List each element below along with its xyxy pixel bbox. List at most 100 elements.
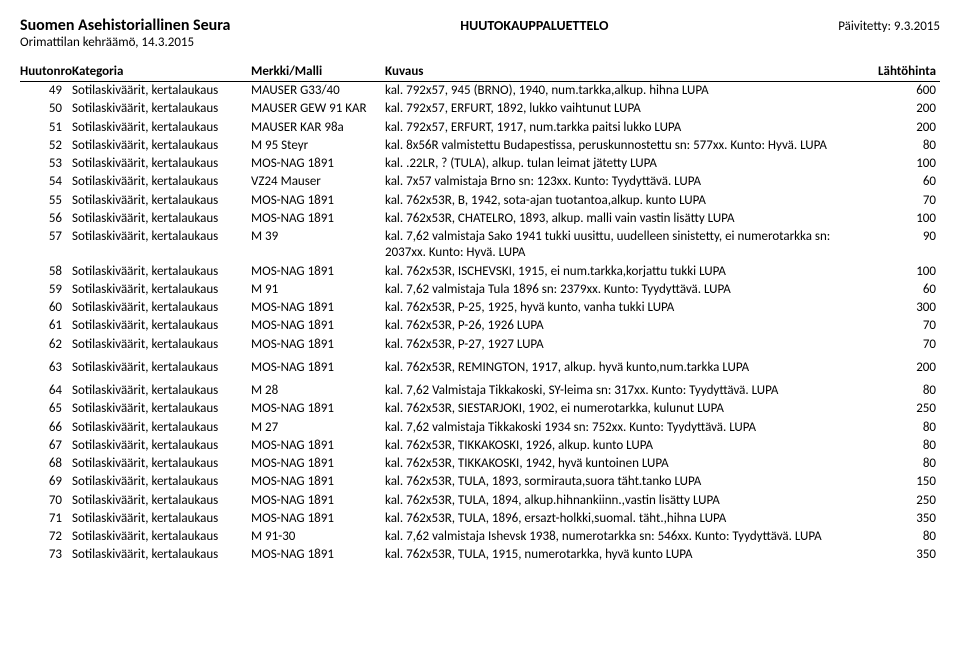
cell-kategoria: Sotilaskiväärit, kertalaukaus: [72, 419, 251, 437]
table-row: 64Sotilaskiväärit, kertalaukausM 28kal. …: [20, 377, 940, 400]
cell-hinta: 80: [876, 455, 940, 473]
cell-hinta: 80: [876, 137, 940, 155]
col-header-kuvaus: Kuvaus: [385, 62, 876, 82]
cell-kuvaus: kal. 762x53R, P-26, 1926 LUPA: [385, 317, 876, 335]
org-name: Suomen Asehistoriallinen Seura: [20, 16, 230, 35]
table-row: 51Sotilaskiväärit, kertalaukausMAUSER KA…: [20, 119, 940, 137]
cell-nro: 61: [20, 317, 72, 335]
cell-kuvaus: kal. 762x53R, B, 1942, sota-ajan tuotant…: [385, 192, 876, 210]
cell-kuvaus: kal. 762x53R, TULA, 1896, ersazt-holkki,…: [385, 510, 876, 528]
cell-merkki: MOS-NAG 1891: [251, 210, 385, 228]
cell-kategoria: Sotilaskiväärit, kertalaukaus: [72, 317, 251, 335]
cell-kategoria: Sotilaskiväärit, kertalaukaus: [72, 455, 251, 473]
cell-nro: 49: [20, 82, 72, 101]
cell-hinta: 70: [876, 336, 940, 354]
cell-merkki: MOS-NAG 1891: [251, 455, 385, 473]
cell-hinta: 200: [876, 100, 940, 118]
cell-nro: 59: [20, 281, 72, 299]
cell-merkki: M 91: [251, 281, 385, 299]
cell-hinta: 200: [876, 119, 940, 137]
cell-hinta: 200: [876, 354, 940, 377]
cell-kuvaus: kal. 762x53R, TULA, 1894, alkup.hihnanki…: [385, 492, 876, 510]
cell-merkki: MOS-NAG 1891: [251, 192, 385, 210]
cell-hinta: 60: [876, 281, 940, 299]
cell-nro: 68: [20, 455, 72, 473]
cell-nro: 69: [20, 473, 72, 491]
cell-kuvaus: kal. 792x57, ERFURT, 1917, num.tarkka pa…: [385, 119, 876, 137]
table-row: 54Sotilaskiväärit, kertalaukausVZ24 Maus…: [20, 173, 940, 191]
cell-merkki: M 91-30: [251, 528, 385, 546]
cell-kuvaus: kal. 7,62 valmistaja Ishevsk 1938, numer…: [385, 528, 876, 546]
table-row: 68Sotilaskiväärit, kertalaukausMOS-NAG 1…: [20, 455, 940, 473]
cell-nro: 57: [20, 228, 72, 263]
cell-hinta: 100: [876, 263, 940, 281]
cell-kategoria: Sotilaskiväärit, kertalaukaus: [72, 377, 251, 400]
table-row: 53Sotilaskiväärit, kertalaukausMOS-NAG 1…: [20, 155, 940, 173]
cell-nro: 58: [20, 263, 72, 281]
cell-nro: 63: [20, 354, 72, 377]
cell-kategoria: Sotilaskiväärit, kertalaukaus: [72, 82, 251, 101]
cell-kategoria: Sotilaskiväärit, kertalaukaus: [72, 228, 251, 263]
cell-kategoria: Sotilaskiväärit, kertalaukaus: [72, 473, 251, 491]
table-row: 69Sotilaskiväärit, kertalaukausMOS-NAG 1…: [20, 473, 940, 491]
table-row: 67Sotilaskiväärit, kertalaukausMOS-NAG 1…: [20, 437, 940, 455]
cell-nro: 56: [20, 210, 72, 228]
cell-hinta: 350: [876, 546, 940, 564]
auction-table: Huutonro Kategoria Merkki/Malli Kuvaus L…: [20, 62, 940, 565]
cell-nro: 66: [20, 419, 72, 437]
cell-merkki: MOS-NAG 1891: [251, 492, 385, 510]
cell-kuvaus: kal. 762x53R, CHATELRO, 1893, alkup. mal…: [385, 210, 876, 228]
table-row: 59Sotilaskiväärit, kertalaukausM 91kal. …: [20, 281, 940, 299]
cell-kuvaus: kal. 762x53R, SIESTARJOKI, 1902, ei nume…: [385, 400, 876, 418]
doc-title: HUUTOKAUPPALUETTELO: [460, 17, 608, 34]
cell-kategoria: Sotilaskiväärit, kertalaukaus: [72, 263, 251, 281]
col-header-lahtohinta: Lähtöhinta: [876, 62, 940, 82]
cell-nro: 64: [20, 377, 72, 400]
cell-nro: 70: [20, 492, 72, 510]
cell-merkki: MOS-NAG 1891: [251, 437, 385, 455]
cell-hinta: 80: [876, 419, 940, 437]
table-row: 52Sotilaskiväärit, kertalaukausM 95 Stey…: [20, 137, 940, 155]
table-row: 58Sotilaskiväärit, kertalaukausMOS-NAG 1…: [20, 263, 940, 281]
cell-kategoria: Sotilaskiväärit, kertalaukaus: [72, 528, 251, 546]
cell-nro: 72: [20, 528, 72, 546]
cell-merkki: M 95 Steyr: [251, 137, 385, 155]
table-row: 50Sotilaskiväärit, kertalaukausMAUSER GE…: [20, 100, 940, 118]
cell-kuvaus: kal. 762x53R, TIKKAKOSKI, 1926, alkup. k…: [385, 437, 876, 455]
cell-hinta: 350: [876, 510, 940, 528]
cell-merkki: M 27: [251, 419, 385, 437]
table-row: 61Sotilaskiväärit, kertalaukausMOS-NAG 1…: [20, 317, 940, 335]
cell-kuvaus: kal. 7,62 valmistaja Sako 1941 tukki uus…: [385, 228, 876, 263]
cell-kategoria: Sotilaskiväärit, kertalaukaus: [72, 492, 251, 510]
cell-merkki: MOS-NAG 1891: [251, 400, 385, 418]
cell-kategoria: Sotilaskiväärit, kertalaukaus: [72, 155, 251, 173]
cell-merkki: MOS-NAG 1891: [251, 510, 385, 528]
cell-kuvaus: kal. 762x53R, P-25, 1925, hyvä kunto, va…: [385, 299, 876, 317]
cell-nro: 71: [20, 510, 72, 528]
subheader: Orimattilan kehräämö, 14.3.2015: [20, 35, 940, 50]
table-row: 63Sotilaskiväärit, kertalaukausMOS-NAG 1…: [20, 354, 940, 377]
col-header-merkki: Merkki/Malli: [251, 62, 385, 82]
cell-kategoria: Sotilaskiväärit, kertalaukaus: [72, 119, 251, 137]
cell-kuvaus: kal. 762x53R, TULA, 1893, sormirauta,suo…: [385, 473, 876, 491]
table-row: 73Sotilaskiväärit, kertalaukausMOS-NAG 1…: [20, 546, 940, 564]
cell-hinta: 70: [876, 317, 940, 335]
cell-merkki: MOS-NAG 1891: [251, 317, 385, 335]
cell-nro: 51: [20, 119, 72, 137]
cell-hinta: 300: [876, 299, 940, 317]
table-row: 56Sotilaskiväärit, kertalaukausMOS-NAG 1…: [20, 210, 940, 228]
cell-kuvaus: kal. 762x53R, TULA, 1915, numerotarkka, …: [385, 546, 876, 564]
col-header-kategoria: Kategoria: [72, 62, 251, 82]
cell-merkki: MAUSER G33/40: [251, 82, 385, 101]
table-row: 66Sotilaskiväärit, kertalaukausM 27kal. …: [20, 419, 940, 437]
cell-kuvaus: kal. 7,62 valmistaja Tula 1896 sn: 2379x…: [385, 281, 876, 299]
cell-hinta: 100: [876, 155, 940, 173]
cell-hinta: 150: [876, 473, 940, 491]
cell-kategoria: Sotilaskiväärit, kertalaukaus: [72, 137, 251, 155]
cell-kategoria: Sotilaskiväärit, kertalaukaus: [72, 546, 251, 564]
cell-kategoria: Sotilaskiväärit, kertalaukaus: [72, 437, 251, 455]
cell-merkki: MOS-NAG 1891: [251, 155, 385, 173]
cell-kategoria: Sotilaskiväärit, kertalaukaus: [72, 510, 251, 528]
cell-nro: 67: [20, 437, 72, 455]
table-row: 55Sotilaskiväärit, kertalaukausMOS-NAG 1…: [20, 192, 940, 210]
